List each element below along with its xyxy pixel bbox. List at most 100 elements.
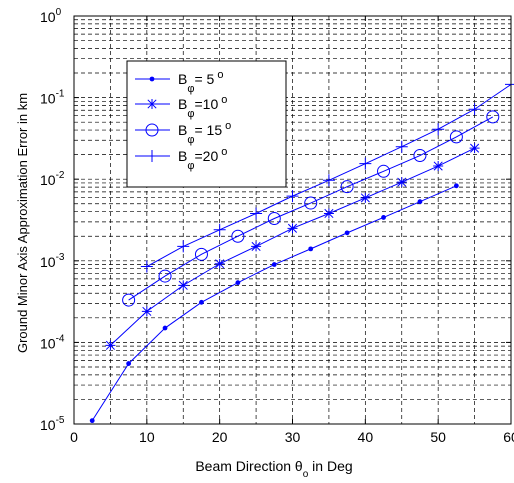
y-tick-label: 100: [40, 7, 62, 25]
data-point: [162, 325, 168, 331]
legend-label: Bφ=10 o: [178, 94, 227, 120]
series-1: [89, 183, 459, 424]
x-tick-label: 10: [139, 429, 155, 445]
data-point: [377, 164, 391, 178]
data-point: [126, 361, 132, 366]
y-tick-base: 10: [40, 9, 56, 25]
y-tick-exp: -1: [56, 89, 65, 100]
data-point: [287, 223, 298, 234]
data-point: [199, 299, 204, 305]
x-tick-label: 0: [70, 429, 78, 445]
legend-label: Bφ=20 o: [178, 146, 227, 172]
x-axis-label-tail: in Deg: [308, 458, 352, 474]
legend-label-b: B: [178, 96, 187, 112]
data-point: [395, 140, 408, 153]
data-point: [214, 258, 225, 269]
y-tick-label: 10-3: [40, 252, 65, 270]
data-point: [250, 207, 263, 220]
legend: Bφ= 5 oBφ=10 oBφ= 15 oBφ=20 o: [126, 60, 287, 188]
data-point: [235, 280, 241, 286]
legend-swatch-marker: [149, 76, 155, 82]
legend-swatch-marker: [147, 99, 157, 109]
legend-label-sup: o: [221, 94, 227, 106]
y-tick-label: 10-1: [40, 89, 65, 107]
legend-entry: Bφ= 15 o: [135, 120, 231, 146]
legend-label-sub: φ: [187, 134, 194, 146]
legend-label-eq: = 15: [194, 122, 222, 138]
legend-swatch-marker: [145, 123, 159, 137]
legend-entry: Bφ=20 o: [135, 146, 227, 172]
data-point: [251, 241, 262, 252]
data-point: [322, 174, 335, 187]
data-point: [177, 240, 190, 253]
data-point: [469, 143, 480, 154]
legend-swatch-marker: [146, 150, 158, 162]
data-point: [323, 208, 334, 219]
y-tick-base: 10: [40, 335, 56, 351]
legend-label-sub: φ: [187, 108, 194, 120]
data-point: [453, 183, 459, 189]
data-point: [417, 199, 423, 205]
legend-label-eq: = 5: [194, 71, 214, 87]
data-point: [89, 418, 95, 424]
data-point: [396, 177, 407, 188]
series-line: [128, 116, 494, 301]
data-point: [304, 196, 318, 210]
x-tick-label: 50: [430, 429, 446, 445]
y-tick-exp: -5: [56, 415, 65, 426]
x-tick-label: 20: [212, 429, 228, 445]
series-2: [105, 143, 480, 351]
legend-label-sup: o: [221, 146, 227, 158]
y-axis-label: Ground Minor Axis Approximation Error in…: [15, 93, 30, 353]
series-3: [122, 110, 500, 307]
y-tick-exp: 0: [56, 7, 62, 18]
legend-label-sup: o: [225, 120, 231, 132]
data-point: [432, 123, 445, 136]
data-point: [468, 103, 481, 116]
series-layer: [89, 78, 514, 424]
data-point: [340, 180, 354, 194]
x-axis-label: Beam Direction θo in Deg: [195, 458, 352, 480]
data-point: [194, 247, 208, 261]
x-tick-label: 60: [503, 429, 514, 445]
y-tick-label: 10-5: [40, 415, 65, 433]
x-axis-label-sub: o: [303, 469, 309, 480]
y-tick-exp: -4: [56, 333, 65, 344]
data-point: [122, 293, 136, 307]
data-point: [449, 130, 463, 144]
data-point: [267, 211, 281, 225]
data-point: [381, 215, 386, 220]
data-point: [505, 78, 514, 91]
y-tick-label: 10-2: [40, 170, 65, 188]
data-point: [158, 269, 172, 283]
data-point: [360, 192, 371, 203]
legend-label-sup: o: [217, 69, 223, 81]
legend-label-sub: φ: [187, 83, 194, 95]
data-point: [286, 190, 299, 203]
data-point: [213, 223, 226, 236]
legend-label-b: B: [178, 122, 187, 138]
legend-label-eq: =10: [194, 96, 218, 112]
legend-label-eq: =20: [194, 148, 218, 164]
x-axis-label-main: Beam Direction θ: [195, 458, 303, 474]
data-point: [413, 149, 427, 163]
data-point: [359, 157, 372, 170]
data-point: [433, 161, 444, 172]
data-point: [271, 262, 277, 267]
data-point: [231, 229, 245, 243]
y-tick-exp: -3: [56, 252, 65, 263]
data-point: [178, 280, 189, 291]
data-point: [344, 230, 350, 236]
legend-label-b: B: [178, 148, 187, 164]
x-tick-label: 30: [285, 429, 301, 445]
x-tick-label: 40: [358, 429, 374, 445]
y-tick-base: 10: [40, 254, 56, 270]
legend-label-sub: φ: [187, 160, 194, 172]
y-tick-exp: -2: [56, 170, 65, 181]
legend-label-b: B: [178, 71, 187, 87]
y-tick-label: 10-4: [40, 333, 65, 351]
